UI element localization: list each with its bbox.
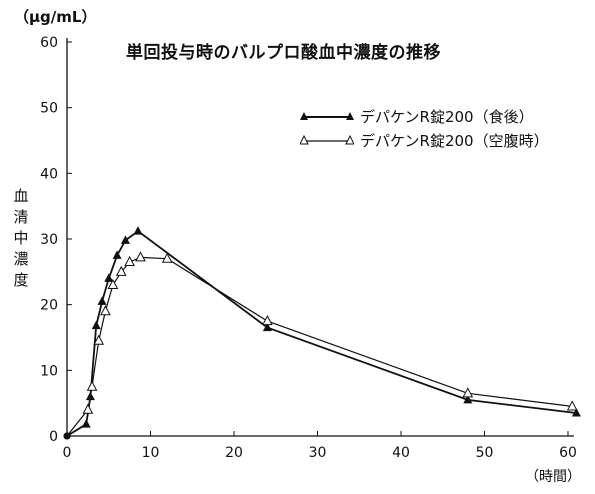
data-point-open-triangle (161, 252, 173, 263)
data-point-filled-triangle (91, 320, 101, 330)
legend-item-fasting: デパケンR錠200（空腹時） (300, 128, 549, 152)
data-point-open-triangle (124, 255, 135, 266)
y-tick-label: 0 (49, 429, 58, 445)
series-line-fed (66, 229, 577, 437)
data-point-filled-triangle (112, 250, 122, 259)
legend-swatch-open-triangle (300, 134, 354, 145)
data-point-filled-triangle (571, 408, 581, 417)
data-point-filled-triangle (81, 419, 91, 428)
y-tick-label: 20 (40, 298, 58, 314)
legend-label-fasting: デパケンR錠200（空腹時） (360, 131, 549, 150)
data-point-origin (63, 432, 71, 440)
x-tick-label: 0 (63, 445, 72, 461)
x-tick-label: 40 (392, 445, 410, 461)
x-axis-label: （時間） (525, 469, 581, 485)
data-point-open-triangle (82, 403, 94, 414)
x-tick-label: 10 (142, 445, 160, 461)
legend-swatch-filled-triangle (300, 112, 354, 120)
chart-title: 単回投与時のバルプロ酸血中濃度の推移 (126, 43, 441, 63)
data-point-filled-triangle (120, 235, 130, 244)
data-point-open-triangle (107, 278, 119, 289)
data-point-filled-triangle (133, 226, 143, 235)
data-point-filled-triangle (463, 394, 473, 404)
y-tick-label: 50 (40, 101, 58, 117)
data-point-open-triangle (100, 305, 111, 316)
y-unit-label: （μg/mL） (14, 8, 97, 26)
y-tick-label: 60 (40, 35, 58, 51)
y-tick-label: 10 (40, 363, 58, 379)
data-point-open-triangle (115, 265, 127, 276)
y-tick-label: 40 (40, 166, 58, 182)
y-axis-label: 血清中濃度 (13, 187, 29, 289)
data-point-filled-triangle (262, 322, 272, 332)
x-tick-label: 60 (559, 445, 577, 461)
y-tick-label: 30 (40, 232, 58, 248)
data-point-open-triangle (462, 387, 474, 398)
data-point-open-triangle (86, 380, 98, 391)
data-point-open-triangle (93, 334, 105, 345)
data-point-open-triangle (262, 315, 273, 326)
legend: デパケンR錠200（食後） デパケンR錠200（空腹時） (300, 104, 549, 152)
data-point-filled-triangle (104, 273, 114, 282)
x-tick-label: 30 (309, 445, 327, 461)
data-point-open-triangle (566, 400, 578, 411)
legend-label-fed: デパケンR錠200（食後） (360, 107, 534, 126)
x-tick-label: 20 (225, 445, 243, 461)
data-point-open-triangle (135, 251, 146, 262)
x-tick-label: 50 (476, 445, 494, 461)
legend-item-fed: デパケンR錠200（食後） (300, 104, 549, 128)
data-point-filled-triangle (97, 296, 107, 305)
